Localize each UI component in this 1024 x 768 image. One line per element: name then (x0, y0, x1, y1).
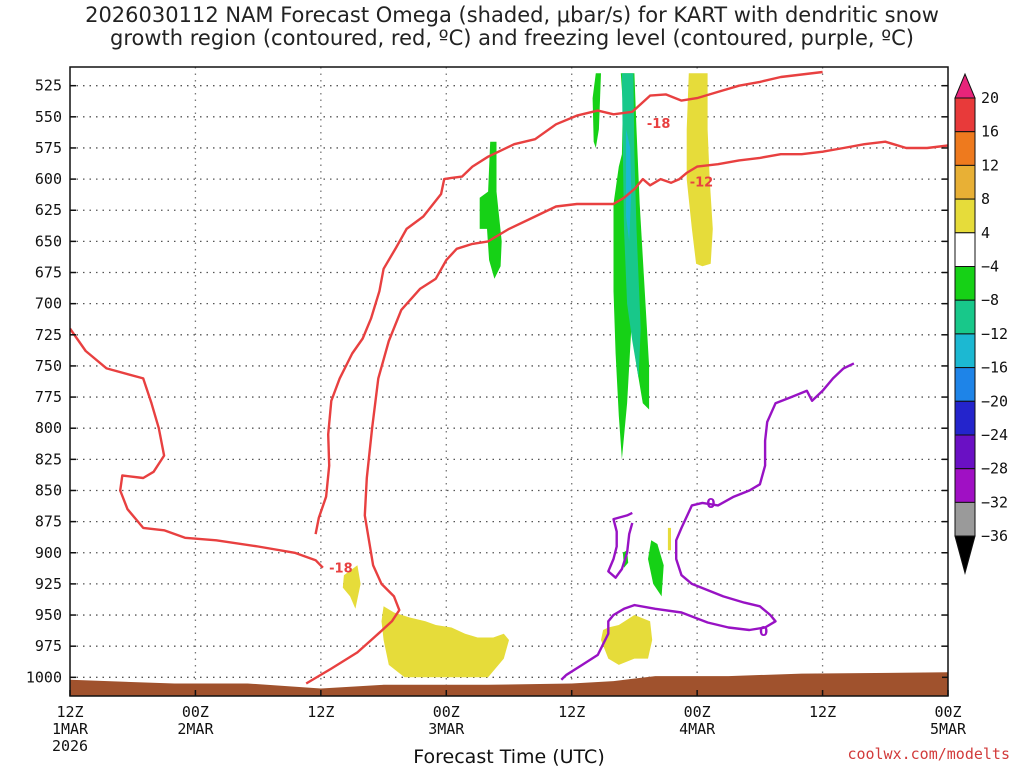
colorbar-swatch (954, 434, 976, 470)
colorbar-swatch (954, 198, 976, 234)
y-tick-label: 700 (35, 295, 62, 313)
y-tick-label: 675 (35, 264, 62, 282)
freezing-contour-line (560, 362, 855, 681)
colorbar-swatch (954, 131, 976, 166)
x-tick-date-label: 5MAR (930, 720, 967, 738)
colorbar-label: 4 (981, 224, 990, 242)
y-tick-label: 650 (35, 232, 62, 250)
y-tick-label: 750 (35, 357, 62, 375)
omega-region (342, 565, 361, 609)
x-tick-date-label: 3MAR (428, 720, 465, 738)
omega-region (479, 141, 502, 279)
colorbar-swatch (954, 266, 976, 301)
omega-region (381, 606, 509, 678)
colorbar-label: 16 (981, 123, 999, 141)
y-tick-label: 950 (35, 606, 62, 624)
x-tick-label: 12Z (558, 703, 585, 721)
colorbar-swatch (954, 468, 976, 503)
credit-text[interactable]: coolwx.com/modelts (847, 745, 1010, 763)
colorbar-swatch (954, 97, 976, 133)
y-tick-label: 800 (35, 419, 62, 437)
freezing-contour-label: 0 (706, 497, 715, 512)
y-tick-label: 925 (35, 575, 62, 593)
x-tick-label: 00Z (684, 703, 711, 721)
y-tick-label: 600 (35, 170, 62, 188)
omega-region (686, 73, 713, 267)
x-tick-label: 12Z (56, 703, 83, 721)
colorbar-label: −8 (981, 291, 999, 309)
y-tick-label: 625 (35, 201, 62, 219)
y-tick-label: 975 (35, 637, 62, 655)
colorbar-swatch (954, 164, 976, 200)
dgz-contour-line (305, 140, 948, 685)
x-tick-date-label: 2MAR (177, 720, 214, 738)
colorbar-swatch (954, 333, 976, 369)
x-tick-date-label: 4MAR (679, 720, 716, 738)
x-axis-label: Forecast Time (UTC) (413, 746, 604, 768)
x-tick-label: 00Z (433, 703, 460, 721)
plot-area: -18 -18 -12 0 0 (70, 67, 948, 696)
dgz-contour-line (314, 70, 823, 535)
freezing-contour-line (607, 511, 634, 579)
omega-region (601, 615, 653, 665)
chart-title: 2026030112 NAM Forecast Omega (shaded, μ… (85, 3, 939, 50)
x-tick-label: 12Z (809, 703, 836, 721)
colorbar-label: 12 (981, 156, 999, 174)
colorbar-label: −12 (981, 325, 1008, 343)
colorbar-label: −36 (981, 527, 1008, 545)
colorbar-swatch (954, 400, 976, 436)
dgz-contour-label: -18 (329, 562, 353, 577)
colorbar-swatch (954, 501, 976, 537)
y-tick-label: 825 (35, 450, 62, 468)
dgz-contour-label: -12 (690, 176, 714, 191)
x-tick-label: 12Z (307, 703, 334, 721)
colorbar-arrow-bottom (954, 535, 976, 576)
y-tick-label: 1000 (26, 668, 62, 686)
colorbar-swatch (954, 232, 976, 268)
colorbar-label: −32 (981, 493, 1008, 511)
colorbar-label: −4 (981, 258, 999, 276)
colorbar-label: −20 (981, 392, 1008, 410)
colorbar-label: −28 (981, 460, 1008, 478)
y-tick-label: 875 (35, 513, 62, 531)
y-tick-label: 525 (35, 77, 62, 95)
x-tick-year-label: 2026 (52, 737, 88, 755)
colorbar-arrow-top (954, 72, 976, 99)
y-tick-label: 850 (35, 481, 62, 499)
y-tick-label: 775 (35, 388, 62, 406)
terrain-fill (70, 672, 948, 696)
colorbar-label: 8 (981, 190, 990, 208)
colorbar-label: −16 (981, 359, 1008, 377)
x-tick-date-label: 1MAR (52, 720, 89, 738)
dgz-contour-label: -18 (647, 117, 671, 132)
freezing-contour-label: 0 (759, 625, 768, 640)
colorbar-swatch (954, 367, 976, 402)
omega-region (648, 540, 664, 597)
y-tick-label: 575 (35, 139, 62, 157)
colorbar-swatch (954, 299, 976, 335)
y-tick-label: 725 (35, 326, 62, 344)
omega-region (626, 129, 632, 242)
x-tick-label: 00Z (934, 703, 961, 721)
plot-frame (69, 66, 949, 697)
x-tick-label: 00Z (182, 703, 209, 721)
y-tick-label: 550 (35, 108, 62, 126)
y-tick-label: 900 (35, 544, 62, 562)
colorbar-label: 20 (981, 89, 999, 107)
dgz-contour-line (70, 327, 324, 569)
colorbar-label: −24 (981, 426, 1008, 444)
omega-region (667, 527, 671, 551)
